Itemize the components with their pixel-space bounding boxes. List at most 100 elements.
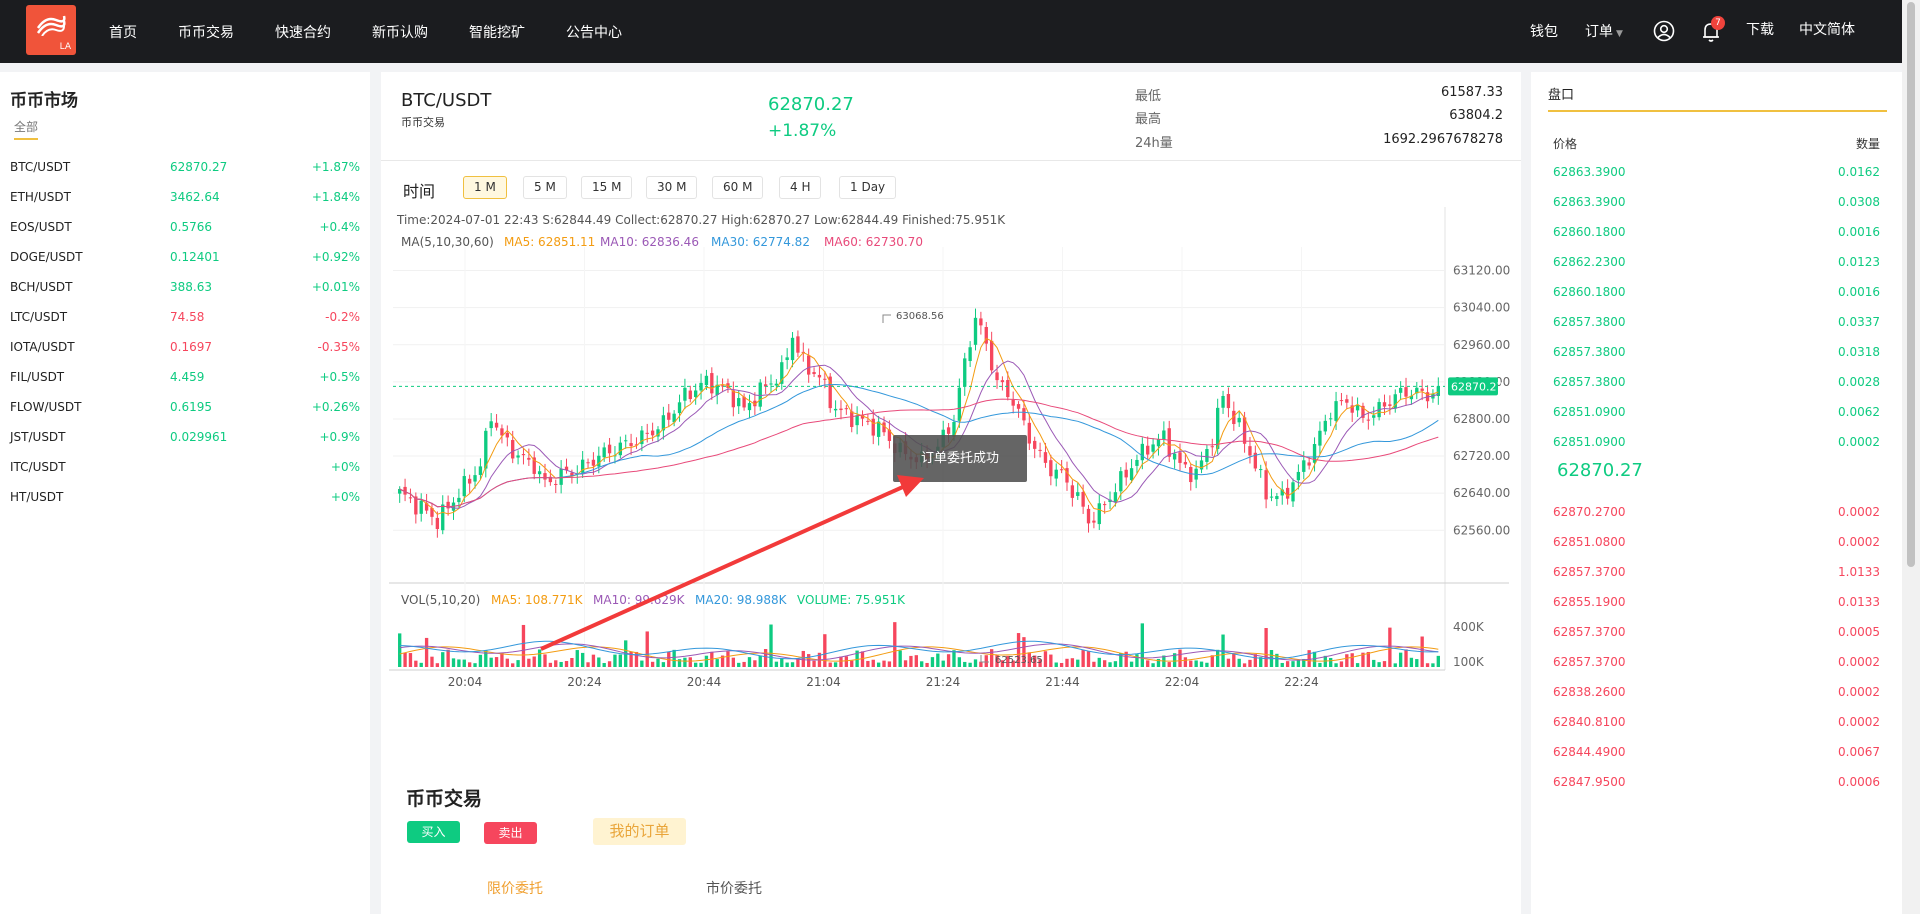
candle-body — [758, 382, 762, 407]
market-row[interactable]: ETH/USDT 3462.64 +1.84% — [10, 190, 360, 220]
nav-quick-contract[interactable]: 快速合约 — [275, 25, 331, 41]
candle-body — [1043, 452, 1048, 463]
volume-bar — [661, 662, 666, 667]
volume-bar — [570, 657, 574, 667]
ask-qty: 1.0133 — [1838, 565, 1880, 579]
candle-body — [785, 357, 789, 361]
candle-body — [860, 414, 865, 419]
timeframe-1day[interactable]: 1 Day — [839, 176, 897, 199]
orders-menu[interactable]: 订单 ▼ — [1585, 21, 1623, 41]
kline-chart[interactable]: 63120.0063040.0062960.0062880.0062800.00… — [381, 207, 1521, 687]
buy-button[interactable]: 买入 — [407, 821, 460, 843]
volume-bar — [1253, 654, 1258, 667]
market-row[interactable]: FIL/USDT 4.459 +0.5% — [10, 370, 360, 400]
volume-bar — [1285, 661, 1290, 667]
candle-body — [683, 387, 687, 401]
nav-announcements[interactable]: 公告中心 — [566, 25, 622, 41]
ask-price: 62840.8100 — [1553, 715, 1626, 729]
candle-body — [1049, 460, 1053, 477]
chart-x-tick: 20:04 — [448, 675, 483, 687]
candle-body — [1318, 430, 1322, 446]
volume-bar — [1022, 637, 1026, 667]
market-change: +0.92% — [311, 250, 360, 264]
volume-bar — [1382, 661, 1387, 667]
candle-body — [957, 387, 962, 421]
market-price: 0.1697 — [170, 340, 212, 354]
volume-bar — [451, 658, 456, 667]
volume-bar — [1280, 662, 1284, 667]
market-row[interactable]: JST/USDT 0.029961 +0.9% — [10, 430, 360, 460]
wallet-link[interactable]: 钱包 — [1530, 24, 1558, 40]
volume-bar — [1355, 663, 1360, 667]
candle-body — [1242, 417, 1247, 444]
tab-limit-order[interactable]: 限价委托 — [487, 881, 543, 897]
candle-body — [807, 355, 811, 375]
timeframe-5m[interactable]: 5 M — [523, 176, 567, 199]
volume-bar — [554, 660, 558, 667]
market-row[interactable]: DOGE/USDT 0.12401 +0.92% — [10, 250, 360, 280]
brand-logo[interactable]: LA — [26, 5, 76, 55]
volume-bar — [785, 662, 789, 667]
nav-mining[interactable]: 智能挖矿 — [469, 25, 525, 41]
nav-new-coin[interactable]: 新币认购 — [372, 25, 428, 41]
volume-bar — [882, 660, 886, 667]
candle-body — [629, 443, 633, 447]
volume-bar — [1366, 651, 1371, 667]
market-row[interactable]: HT/USDT +0% — [10, 490, 360, 520]
sell-button[interactable]: 卖出 — [484, 822, 537, 844]
volume-bar — [489, 657, 493, 667]
ask-qty: 0.0006 — [1838, 775, 1880, 789]
candle-body — [462, 476, 466, 497]
volume-bar — [494, 657, 499, 667]
logo-text: LA — [59, 42, 71, 52]
my-orders-button[interactable]: 我的订单 — [593, 818, 686, 845]
candle-body — [1183, 461, 1188, 465]
chart-info-line: Time:2024-07-01 22:43 S:62844.49 Collect… — [396, 213, 1006, 227]
volume-bar — [634, 651, 639, 667]
market-row[interactable]: FLOW/USDT 0.6195 +0.26% — [10, 400, 360, 430]
volume-bar — [548, 662, 553, 667]
candle-body — [1350, 405, 1354, 413]
volume-bar — [1242, 663, 1247, 667]
volume-bar — [946, 654, 951, 667]
market-row[interactable]: IOTA/USDT 0.1697 -0.35% — [10, 340, 360, 370]
nav-home[interactable]: 首页 — [109, 25, 137, 41]
candle-body — [1334, 401, 1338, 421]
bid-qty: 0.0318 — [1838, 345, 1880, 359]
pair-name: BTC/USDT — [401, 90, 492, 111]
timeframe-15m[interactable]: 15 M — [581, 176, 633, 199]
volume-bar — [747, 657, 752, 667]
chart-x-tick: 21:04 — [806, 675, 841, 687]
candle-body — [796, 336, 800, 353]
chart-x-tick: 20:24 — [567, 675, 602, 687]
market-row[interactable]: BCH/USDT 388.63 +0.01% — [10, 280, 360, 310]
page-scrollbar[interactable] — [1902, 0, 1920, 914]
candle-body — [1237, 417, 1241, 423]
volume-bar — [720, 655, 725, 667]
user-icon[interactable] — [1653, 20, 1675, 42]
market-row[interactable]: LTC/USDT 74.58 -0.2% — [10, 310, 360, 340]
timeframe-30m[interactable]: 30 M — [646, 176, 698, 199]
candle-body — [1156, 439, 1161, 447]
tab-market-order[interactable]: 市价委托 — [706, 881, 762, 897]
volume-bar — [769, 624, 773, 667]
timeframe-1m[interactable]: 1 M — [463, 176, 507, 199]
language-select[interactable]: 中文简体 — [1799, 22, 1855, 38]
candle-body — [1280, 489, 1284, 496]
market-change: +0.5% — [319, 370, 360, 384]
candle-body — [1307, 462, 1311, 466]
bid-price: 62851.0900 — [1553, 405, 1626, 419]
candle-body — [866, 420, 870, 422]
market-row[interactable]: ITC/USDT +0% — [10, 460, 360, 490]
orderbook-panel: 盘口 价格 数量 62863.3900 0.0162 62863.3900 0.030… — [1531, 72, 1902, 914]
market-row[interactable]: EOS/USDT 0.5766 +0.4% — [10, 220, 360, 250]
volume-bar — [979, 661, 983, 667]
nav-spot-trading[interactable]: 币币交易 — [178, 25, 234, 41]
timeframe-4h[interactable]: 4 H — [779, 176, 822, 199]
timeframe-60m[interactable]: 60 M — [712, 176, 764, 199]
market-row[interactable]: BTC/USDT 62870.27 +1.87% — [10, 160, 360, 190]
scrollbar-thumb[interactable] — [1907, 2, 1915, 567]
market-tab-all[interactable]: 全部 — [14, 118, 39, 140]
market-change: +0% — [330, 490, 360, 504]
download-link[interactable]: 下载 — [1746, 22, 1774, 38]
